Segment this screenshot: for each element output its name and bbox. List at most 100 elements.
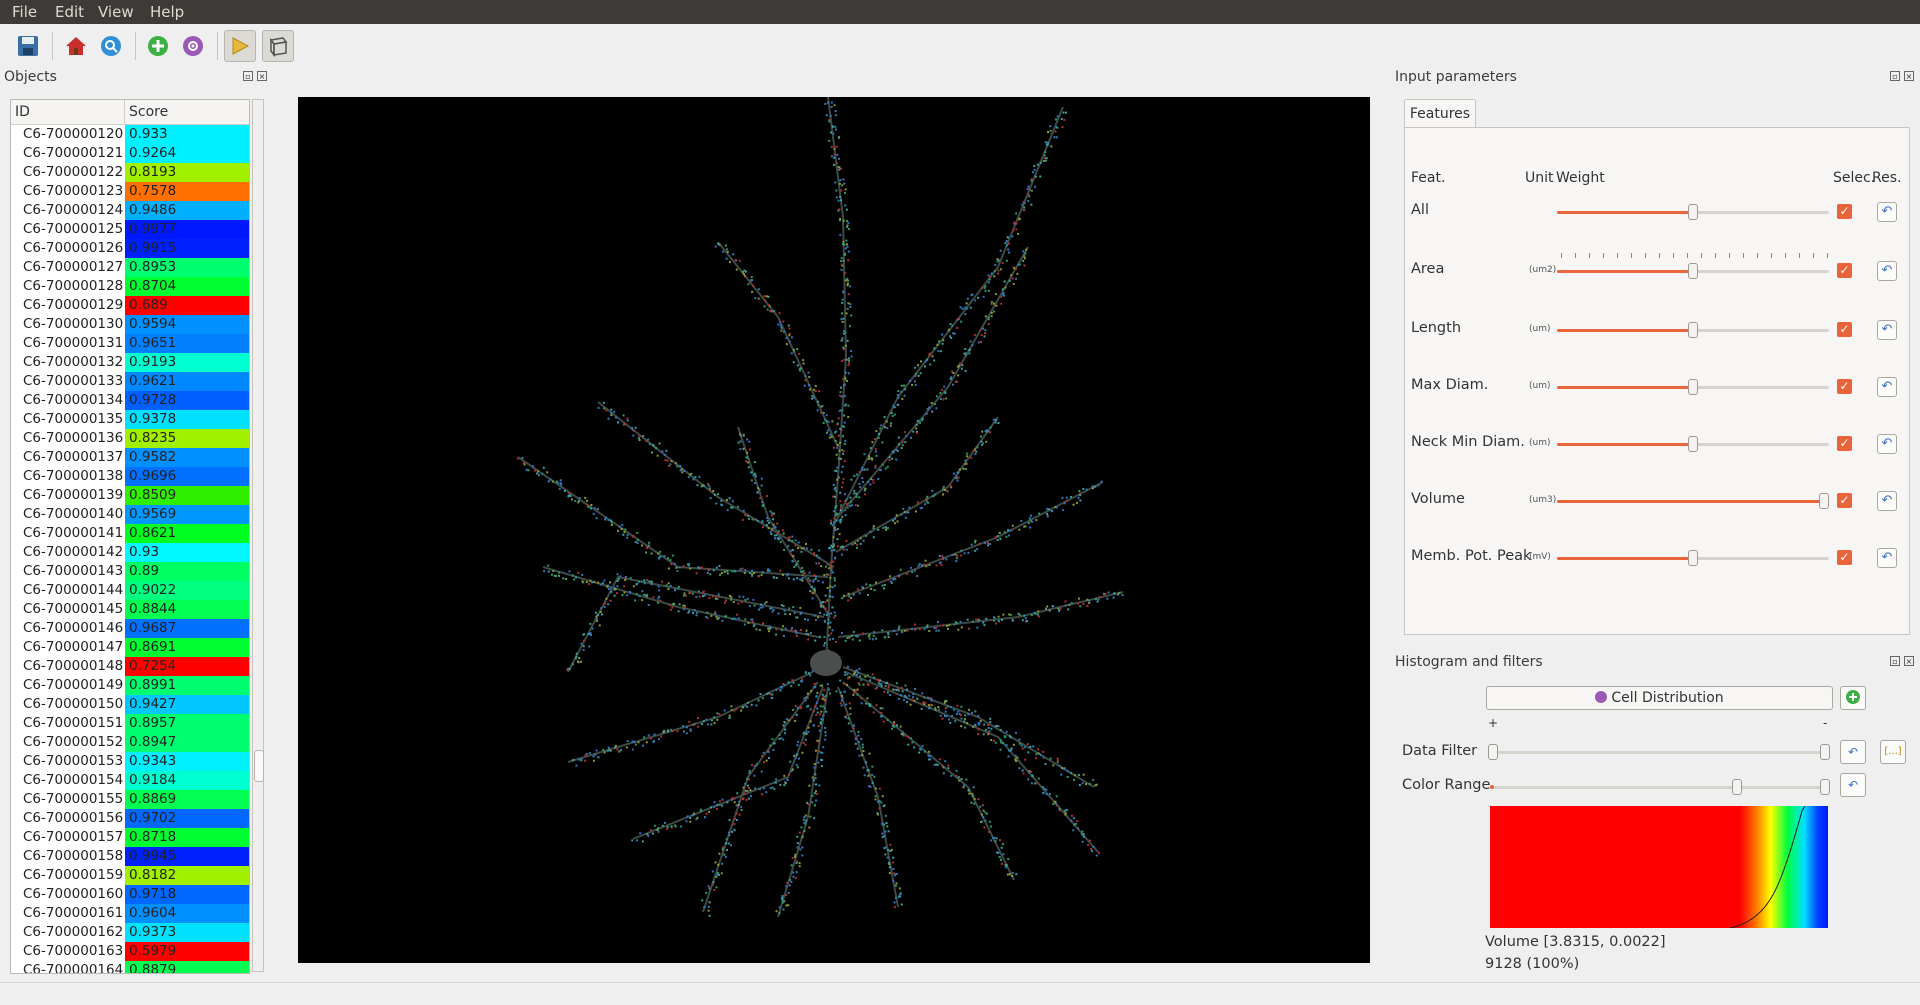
- close-icon[interactable]: ×: [1904, 656, 1914, 666]
- home-button[interactable]: [60, 30, 92, 62]
- table-row[interactable]: C6-700000154 0.9184: [11, 771, 249, 790]
- reset-button[interactable]: ↶: [1877, 548, 1897, 568]
- select-checkbox[interactable]: ✓: [1837, 436, 1852, 451]
- select-checkbox[interactable]: ✓: [1837, 263, 1852, 278]
- objects-scrollbar[interactable]: [252, 99, 264, 972]
- column-id[interactable]: ID: [11, 100, 125, 124]
- table-row[interactable]: C6-700000163 0.5979: [11, 942, 249, 961]
- table-row[interactable]: C6-700000124 0.9486: [11, 201, 249, 220]
- slider-handle[interactable]: [1688, 263, 1698, 279]
- float-icon[interactable]: ▫: [243, 71, 253, 81]
- table-row[interactable]: C6-700000150 0.9427: [11, 695, 249, 714]
- menu-edit[interactable]: Edit: [55, 3, 85, 21]
- data-filter-max-handle[interactable]: [1820, 744, 1830, 760]
- neuron-viewer[interactable]: [298, 97, 1370, 963]
- add-distribution-button[interactable]: [1840, 686, 1866, 710]
- table-row[interactable]: C6-700000146 0.9687: [11, 619, 249, 638]
- add-button[interactable]: [142, 30, 174, 62]
- play-button[interactable]: [224, 30, 256, 62]
- select-checkbox[interactable]: ✓: [1837, 493, 1852, 508]
- table-row[interactable]: C6-700000157 0.8718: [11, 828, 249, 847]
- table-row[interactable]: C6-700000133 0.9621: [11, 372, 249, 391]
- table-row[interactable]: C6-700000122 0.8193: [11, 163, 249, 182]
- table-row[interactable]: C6-700000134 0.9728: [11, 391, 249, 410]
- slider-handle[interactable]: [1688, 322, 1698, 338]
- float-icon[interactable]: ▫: [1890, 656, 1900, 666]
- slider-handle[interactable]: [1688, 379, 1698, 395]
- table-row[interactable]: C6-700000144 0.9022: [11, 581, 249, 600]
- weight-slider[interactable]: [1557, 322, 1829, 338]
- table-row[interactable]: C6-700000130 0.9594: [11, 315, 249, 334]
- select-checkbox[interactable]: ✓: [1837, 322, 1852, 337]
- search-button[interactable]: [95, 30, 127, 62]
- table-row[interactable]: C6-700000162 0.9373: [11, 923, 249, 942]
- table-row[interactable]: C6-700000147 0.8691: [11, 638, 249, 657]
- weight-slider[interactable]: [1557, 379, 1829, 395]
- table-row[interactable]: C6-700000123 0.7578: [11, 182, 249, 201]
- weight-slider[interactable]: [1557, 550, 1829, 566]
- select-checkbox[interactable]: ✓: [1837, 379, 1852, 394]
- reset-button[interactable]: ↶: [1877, 261, 1897, 281]
- reset-button[interactable]: ↶: [1877, 377, 1897, 397]
- table-row[interactable]: C6-700000156 0.9702: [11, 809, 249, 828]
- slider-handle[interactable]: [1819, 493, 1829, 509]
- table-row[interactable]: C6-700000132 0.9193: [11, 353, 249, 372]
- slider-handle[interactable]: [1688, 436, 1698, 452]
- close-icon[interactable]: ×: [1904, 71, 1914, 81]
- table-row[interactable]: C6-700000137 0.9582: [11, 448, 249, 467]
- table-row[interactable]: C6-700000125 0.9977: [11, 220, 249, 239]
- table-row[interactable]: C6-700000131 0.9651: [11, 334, 249, 353]
- float-icon[interactable]: ▫: [1890, 71, 1900, 81]
- box-view-button[interactable]: [262, 30, 294, 62]
- table-row[interactable]: C6-700000153 0.9343: [11, 752, 249, 771]
- save-button[interactable]: [12, 30, 44, 62]
- table-row[interactable]: C6-700000155 0.8869: [11, 790, 249, 809]
- close-icon[interactable]: ×: [257, 71, 267, 81]
- select-checkbox[interactable]: ✓: [1837, 550, 1852, 565]
- color-range-max-handle[interactable]: [1820, 779, 1830, 795]
- menu-file[interactable]: File: [12, 3, 38, 21]
- scrollbar-thumb[interactable]: [254, 750, 264, 782]
- table-row[interactable]: C6-700000145 0.8844: [11, 600, 249, 619]
- settings-button[interactable]: [177, 30, 209, 62]
- table-row[interactable]: C6-700000140 0.9569: [11, 505, 249, 524]
- cell-distribution-button[interactable]: Cell Distribution: [1486, 686, 1833, 710]
- table-row[interactable]: C6-700000141 0.8621: [11, 524, 249, 543]
- reset-button[interactable]: ↶: [1877, 202, 1897, 222]
- table-row[interactable]: C6-700000142 0.93: [11, 543, 249, 562]
- table-row[interactable]: C6-700000135 0.9378: [11, 410, 249, 429]
- menu-view[interactable]: View: [98, 3, 134, 21]
- table-row[interactable]: C6-700000152 0.8947: [11, 733, 249, 752]
- table-row[interactable]: C6-700000126 0.9915: [11, 239, 249, 258]
- table-row[interactable]: C6-700000149 0.8991: [11, 676, 249, 695]
- table-row[interactable]: C6-700000160 0.9718: [11, 885, 249, 904]
- table-row[interactable]: C6-700000138 0.9696: [11, 467, 249, 486]
- weight-slider[interactable]: [1557, 493, 1829, 509]
- table-row[interactable]: C6-700000121 0.9264: [11, 144, 249, 163]
- weight-slider[interactable]: [1557, 204, 1829, 220]
- weight-slider[interactable]: [1557, 436, 1829, 452]
- color-range-slider[interactable]: [1490, 779, 1830, 795]
- reset-button[interactable]: ↶: [1877, 491, 1897, 511]
- reset-button[interactable]: ↶: [1877, 434, 1897, 454]
- menu-help[interactable]: Help: [150, 3, 185, 21]
- table-row[interactable]: C6-700000159 0.8182: [11, 866, 249, 885]
- data-filter-slider[interactable]: [1488, 744, 1830, 760]
- slider-handle[interactable]: [1688, 204, 1698, 220]
- table-row[interactable]: C6-700000148 0.7254: [11, 657, 249, 676]
- table-row[interactable]: C6-700000136 0.8235: [11, 429, 249, 448]
- weight-slider[interactable]: [1557, 263, 1829, 279]
- data-filter-range-button[interactable]: [...]: [1880, 740, 1906, 764]
- table-row[interactable]: C6-700000158 0.9945: [11, 847, 249, 866]
- color-range-reset-button[interactable]: ↶: [1840, 773, 1866, 797]
- select-checkbox[interactable]: ✓: [1837, 204, 1852, 219]
- table-row[interactable]: C6-700000143 0.89: [11, 562, 249, 581]
- reset-button[interactable]: ↶: [1877, 320, 1897, 340]
- data-filter-reset-button[interactable]: ↶: [1840, 740, 1866, 764]
- table-row[interactable]: C6-700000129 0.689: [11, 296, 249, 315]
- table-row[interactable]: C6-700000151 0.8957: [11, 714, 249, 733]
- column-score[interactable]: Score: [129, 104, 169, 120]
- table-row[interactable]: C6-700000161 0.9604: [11, 904, 249, 923]
- table-row[interactable]: C6-700000120 0.933: [11, 125, 249, 144]
- color-range-min-handle[interactable]: [1732, 779, 1742, 795]
